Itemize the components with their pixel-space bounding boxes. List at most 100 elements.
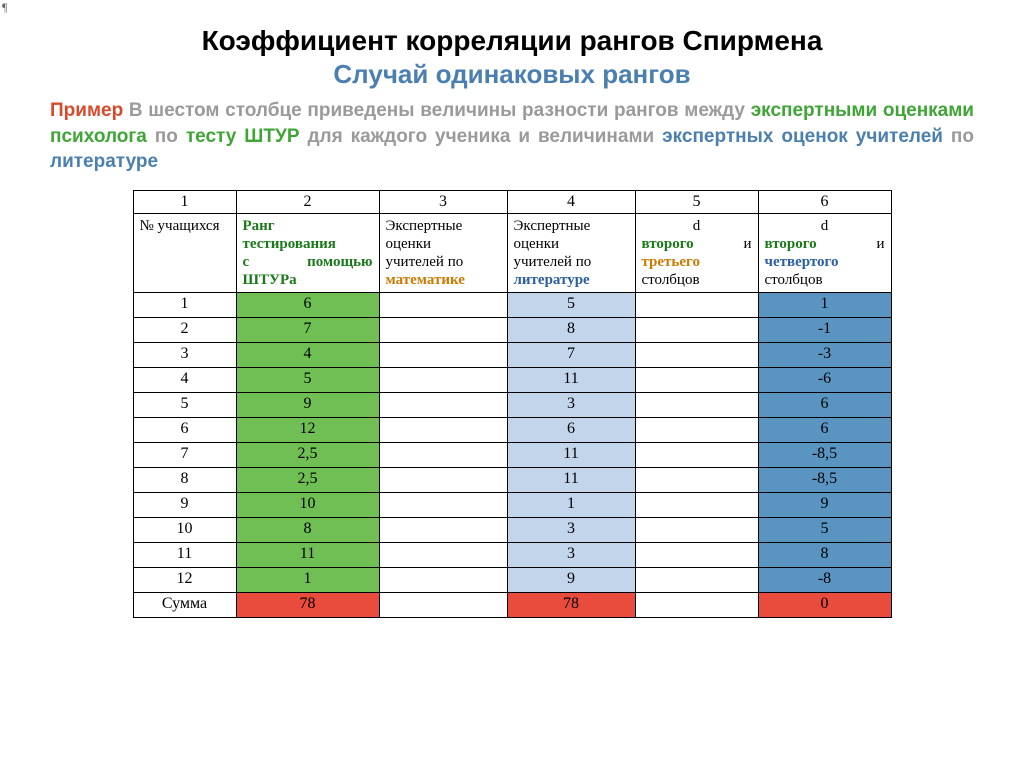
title-sub: Случай одинаковых рангов <box>50 59 974 90</box>
h5-w1: второго <box>642 235 694 253</box>
table-row: 27 8 -1 <box>133 317 891 342</box>
header-3: Экспертные оценки учителей по математике <box>379 213 507 292</box>
cell-c1: 9 <box>133 492 236 517</box>
intro-paragraph: Пример В шестом столбце приведены величи… <box>50 98 974 175</box>
header-2: Ранг тестирования спомощью ШТУРа <box>236 213 379 292</box>
cell-c6: -8,5 <box>758 467 891 492</box>
table-row: 10835 <box>133 517 891 542</box>
h2-l3b: помощью <box>307 253 372 271</box>
sum-c6: 0 <box>758 592 891 617</box>
colnum-6: 6 <box>758 190 891 213</box>
cell-c4: 11 <box>507 442 635 467</box>
cell-c3 <box>379 542 507 567</box>
table-row: 4511-6 <box>133 367 891 392</box>
cell-c2: 2,5 <box>236 442 379 467</box>
slide: Коэффициент корреляции рангов Спирмена С… <box>0 0 1024 638</box>
cell-c6: 8 <box>758 542 891 567</box>
cell-c6: 9 <box>758 492 891 517</box>
table-row: 82,5 11 -8,5 <box>133 467 891 492</box>
cell-c3 <box>379 292 507 317</box>
h3-l3: учителей по <box>386 254 464 270</box>
cell-c6: -1 <box>758 317 891 342</box>
cell-c6: -3 <box>758 342 891 367</box>
cell-c1: 2 <box>133 317 236 342</box>
h3-l1: Экспертные <box>386 218 463 234</box>
cell-c1: 7 <box>133 442 236 467</box>
h4-l2: оценки <box>514 236 560 252</box>
h5-w3: столбцов <box>642 272 700 288</box>
intro-p9: литературе <box>50 151 158 172</box>
cell-c5 <box>635 517 758 542</box>
h5-w2: третьего <box>642 254 700 270</box>
colnum-4: 4 <box>507 190 635 213</box>
cell-c5 <box>635 392 758 417</box>
cell-c3 <box>379 392 507 417</box>
h4-l4: литературе <box>514 272 590 288</box>
cell-c4: 9 <box>507 567 635 592</box>
cell-c4: 7 <box>507 342 635 367</box>
intro-p5: тесту ШТУР <box>186 126 300 147</box>
colnum-2: 2 <box>236 190 379 213</box>
intro-p8: по <box>943 126 974 147</box>
cell-c6: 6 <box>758 392 891 417</box>
table-row: 72,511-8,5 <box>133 442 891 467</box>
intro-p6: для каждого ученика и величинами <box>300 126 663 147</box>
table-header-row: № учащихся Ранг тестирования спомощью ШТ… <box>133 213 891 292</box>
sum-c5 <box>635 592 758 617</box>
cell-c6: -6 <box>758 367 891 392</box>
h2-l3a: с <box>243 253 250 271</box>
colnum-5: 5 <box>635 190 758 213</box>
cell-c4: 11 <box>507 367 635 392</box>
cell-c4: 3 <box>507 392 635 417</box>
sum-label: Сумма <box>133 592 236 617</box>
cell-c4: 11 <box>507 467 635 492</box>
cell-c5 <box>635 342 758 367</box>
cell-c2: 7 <box>236 317 379 342</box>
cell-c2: 11 <box>236 542 379 567</box>
intro-p4: по <box>147 126 186 147</box>
h2-l2: тестирования <box>243 236 336 252</box>
table-row: 1219-8 <box>133 567 891 592</box>
cell-c2: 8 <box>236 517 379 542</box>
cell-c6: -8 <box>758 567 891 592</box>
cell-c1: 6 <box>133 417 236 442</box>
sum-c2: 78 <box>236 592 379 617</box>
cell-c1: 8 <box>133 467 236 492</box>
cell-c2: 6 <box>236 292 379 317</box>
cell-c5 <box>635 317 758 342</box>
h2-l4: ШТУРа <box>243 272 297 288</box>
cell-c2: 9 <box>236 392 379 417</box>
table-row: 347-3 <box>133 342 891 367</box>
cell-c5 <box>635 292 758 317</box>
sum-c4: 78 <box>507 592 635 617</box>
cell-c1: 12 <box>133 567 236 592</box>
header-4: Экспертные оценки учителей по литературе <box>507 213 635 292</box>
cell-c3 <box>379 317 507 342</box>
cell-c5 <box>635 442 758 467</box>
cell-c3 <box>379 517 507 542</box>
intro-p2: В шестом столбце приведены величины разн… <box>123 100 751 121</box>
header-5: d второгои третьего столбцов <box>635 213 758 292</box>
intro-p7: экспертных оценок учителей <box>662 126 943 147</box>
h4-l3: учителей по <box>514 254 592 270</box>
colnum-3: 3 <box>379 190 507 213</box>
table-row: 61266 <box>133 417 891 442</box>
cell-c5 <box>635 417 758 442</box>
h3-l2: оценки <box>386 236 432 252</box>
cell-c2: 12 <box>236 417 379 442</box>
cell-c6: 1 <box>758 292 891 317</box>
data-table: 1 2 3 4 5 6 № учащихся Ранг тестирования… <box>133 190 892 618</box>
cell-c4: 5 <box>507 292 635 317</box>
cell-c4: 3 <box>507 542 635 567</box>
cell-c4: 8 <box>507 317 635 342</box>
h6-la: d <box>821 218 829 234</box>
cell-c5 <box>635 367 758 392</box>
cell-c2: 10 <box>236 492 379 517</box>
header-1: № учащихся <box>133 213 236 292</box>
cell-c5 <box>635 542 758 567</box>
h6-conj: и <box>876 235 884 253</box>
cell-c3 <box>379 492 507 517</box>
table-row: 91019 <box>133 492 891 517</box>
cell-c2: 2,5 <box>236 467 379 492</box>
table-row: 1651 <box>133 292 891 317</box>
